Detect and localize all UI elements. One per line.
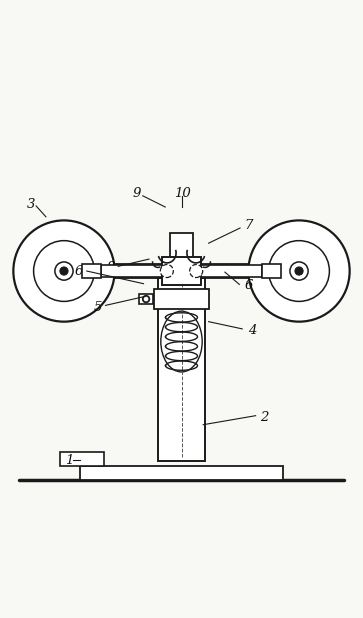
Circle shape: [190, 265, 203, 277]
Text: 2: 2: [261, 411, 269, 424]
Bar: [158, 278, 205, 461]
Circle shape: [55, 262, 73, 280]
Circle shape: [248, 221, 350, 321]
Text: 6: 6: [74, 265, 83, 277]
Circle shape: [143, 296, 149, 302]
Bar: [154, 289, 209, 309]
Circle shape: [60, 267, 68, 275]
Circle shape: [269, 240, 329, 302]
Text: 8: 8: [107, 261, 115, 274]
Bar: [262, 264, 281, 278]
Circle shape: [295, 267, 303, 275]
Circle shape: [34, 240, 94, 302]
Text: 7: 7: [244, 219, 253, 232]
Text: 3: 3: [27, 198, 36, 211]
Text: 1: 1: [65, 454, 74, 467]
Bar: [80, 466, 283, 480]
Bar: [201, 265, 262, 277]
Bar: [170, 233, 193, 266]
Bar: [60, 452, 104, 466]
Circle shape: [13, 221, 115, 321]
Text: 4: 4: [248, 324, 256, 337]
Ellipse shape: [161, 311, 202, 372]
Circle shape: [290, 262, 308, 280]
Text: 5: 5: [94, 301, 102, 314]
Bar: [162, 257, 201, 285]
Bar: [101, 265, 162, 277]
Text: 9: 9: [132, 187, 140, 200]
Bar: [139, 294, 153, 304]
Text: 6: 6: [244, 279, 253, 292]
Text: 10: 10: [174, 187, 191, 200]
Circle shape: [160, 265, 173, 277]
Bar: [82, 264, 101, 278]
